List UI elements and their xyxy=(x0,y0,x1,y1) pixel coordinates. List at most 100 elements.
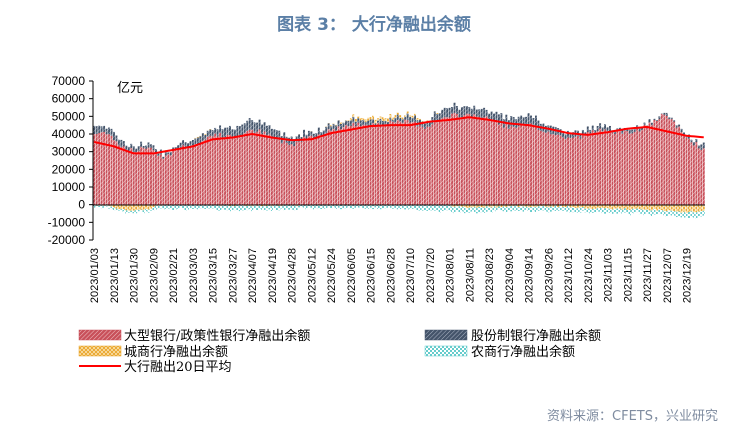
bar-rural-commercial xyxy=(419,204,421,211)
bar-joint-stock xyxy=(631,129,634,134)
bar-rural-commercial xyxy=(169,205,172,210)
bar-city-commercial xyxy=(653,204,656,210)
bar-big-banks xyxy=(463,115,466,205)
bar-joint-stock xyxy=(384,121,387,125)
bar-big-banks xyxy=(438,121,441,205)
bar-joint-stock xyxy=(278,130,281,139)
bar-joint-stock xyxy=(315,133,318,138)
bar-big-banks xyxy=(660,113,663,205)
bar-rural-commercial xyxy=(105,205,108,207)
bar-joint-stock xyxy=(594,130,597,133)
bar-rural-commercial xyxy=(377,204,379,209)
bar-joint-stock xyxy=(241,124,244,136)
bar-rural-commercial xyxy=(470,207,473,212)
bar-joint-stock xyxy=(537,120,540,130)
bar-big-banks xyxy=(460,117,463,205)
bar-city-commercial xyxy=(505,204,508,207)
bar-big-banks xyxy=(675,127,678,205)
bar-rural-commercial xyxy=(680,212,683,218)
bar-big-banks xyxy=(142,147,145,205)
bar-big-banks xyxy=(557,134,560,205)
bar-big-banks xyxy=(668,118,671,205)
y-tick-label: 70000 xyxy=(52,74,86,88)
bar-city-commercial xyxy=(194,137,197,139)
bar-city-commercial xyxy=(609,204,611,210)
bar-big-banks xyxy=(243,132,246,205)
bar-big-banks xyxy=(589,133,592,205)
bar-rural-commercial xyxy=(535,207,537,212)
bar-joint-stock xyxy=(604,124,607,130)
bar-big-banks xyxy=(216,136,219,205)
bar-big-banks xyxy=(581,134,584,205)
legend-swatch-city-commercial xyxy=(78,345,122,357)
bar-city-commercial xyxy=(470,204,473,208)
bar-big-banks xyxy=(468,113,471,205)
bar-city-commercial xyxy=(636,204,639,209)
bar-joint-stock xyxy=(433,111,436,121)
bar-joint-stock xyxy=(187,143,189,148)
bar-big-banks xyxy=(522,125,525,205)
y-tick-label: -10000 xyxy=(48,215,86,229)
bar-rural-commercial xyxy=(650,210,653,217)
bar-big-banks xyxy=(224,137,226,205)
x-tick-label: 2023/03/27 xyxy=(227,248,239,303)
bar-rural-commercial xyxy=(283,205,286,211)
bar-joint-stock xyxy=(421,121,424,127)
x-tick-label: 2023/12/19 xyxy=(681,248,693,303)
bar-big-banks xyxy=(290,144,293,205)
bar-joint-stock xyxy=(93,125,96,135)
avg-line-layer xyxy=(94,116,704,155)
bar-joint-stock xyxy=(243,123,246,133)
bar-city-commercial xyxy=(562,204,565,208)
bar-city-commercial xyxy=(117,204,120,210)
bar-joint-stock xyxy=(665,112,668,116)
bar-rural-commercial xyxy=(618,208,621,213)
bar-big-banks xyxy=(113,140,115,205)
bar-rural-commercial xyxy=(384,204,387,209)
bar-joint-stock xyxy=(233,129,236,138)
bar-big-banks xyxy=(152,150,155,205)
bar-rural-commercial xyxy=(391,204,394,209)
bar-rural-commercial xyxy=(426,204,429,211)
bar-joint-stock xyxy=(325,126,328,134)
bar-big-banks xyxy=(443,117,446,205)
bar-joint-stock xyxy=(110,128,113,136)
bar-rural-commercial xyxy=(409,204,412,209)
bar-big-banks xyxy=(547,131,550,205)
bar-joint-stock xyxy=(478,109,481,117)
bar-city-commercial xyxy=(204,134,207,135)
bar-big-banks xyxy=(515,127,518,205)
bar-rural-commercial xyxy=(589,208,592,214)
bar-rural-commercial xyxy=(557,207,560,211)
bar-joint-stock xyxy=(468,106,471,114)
x-tick-label: 2023/06/05 xyxy=(346,248,358,303)
bar-rural-commercial xyxy=(221,205,224,210)
bar-big-banks xyxy=(233,137,236,205)
bar-city-commercial xyxy=(574,204,577,209)
bar-joint-stock xyxy=(599,123,602,129)
bar-big-banks xyxy=(500,123,503,205)
bar-joint-stock xyxy=(191,140,194,146)
bar-joint-stock xyxy=(695,138,698,143)
bar-rural-commercial xyxy=(510,206,513,212)
bar-city-commercial xyxy=(354,118,357,122)
bar-city-commercial xyxy=(530,204,532,208)
bar-city-commercial xyxy=(132,204,135,211)
bar-rural-commercial xyxy=(507,206,510,211)
avg-line-series xyxy=(94,116,704,155)
bar-joint-stock xyxy=(307,130,310,137)
x-tick-label: 2023/10/24 xyxy=(583,248,595,303)
bar-big-banks xyxy=(130,148,133,205)
bar-rural-commercial xyxy=(552,206,555,211)
bar-rural-commercial xyxy=(448,205,451,211)
bar-joint-stock xyxy=(320,132,323,137)
bar-joint-stock xyxy=(137,146,140,152)
bar-rural-commercial xyxy=(187,205,189,210)
bar-rural-commercial xyxy=(493,206,495,211)
bar-joint-stock xyxy=(386,121,389,126)
bar-rural-commercial xyxy=(184,205,187,211)
x-tick-label: 2023/08/11 xyxy=(464,248,476,302)
bar-rural-commercial xyxy=(431,205,434,211)
bar-big-banks xyxy=(288,145,291,205)
x-tick-label: 2023/09/14 xyxy=(524,248,536,303)
